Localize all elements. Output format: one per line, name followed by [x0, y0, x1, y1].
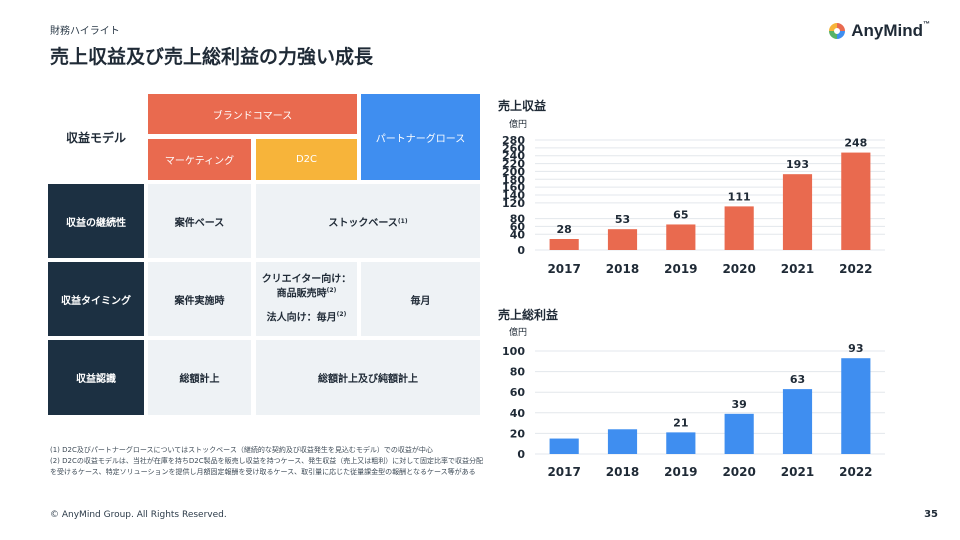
- row-label-continuity: 収益の継続性: [48, 184, 144, 258]
- bar-2018: [607, 429, 638, 454]
- x-tick-label: 2018: [606, 262, 639, 276]
- y-tick-label: 60: [510, 220, 526, 233]
- bar-2019: [666, 224, 696, 250]
- data-label: 248: [844, 137, 867, 150]
- bar-2022: [841, 358, 871, 454]
- company-logo: AnyMind™: [827, 21, 930, 41]
- x-tick-label: 2020: [722, 262, 755, 276]
- x-tick-label: 2020: [722, 465, 755, 479]
- anymind-logo-icon: [829, 23, 846, 39]
- x-tick-label: 2017: [547, 465, 580, 479]
- y-tick-label: 140: [502, 189, 525, 202]
- gross-profit-chart: 億円 0 20 40 60 80 100 2017 2018 21 2019 39 2020 63 2021…: [502, 326, 885, 479]
- page-number: 35: [924, 509, 938, 520]
- bar-2021: [782, 174, 813, 250]
- footnotes: (1) D2C及びパートナーグロースについてはストックベース（継続的な契約及び収…: [50, 445, 490, 478]
- y-tick-label: 280: [502, 134, 525, 147]
- bar-2022: [841, 152, 871, 250]
- data-label: 93: [848, 342, 863, 355]
- y-tick-label: 0: [517, 244, 525, 257]
- y-axis-unit: 億円: [509, 326, 527, 338]
- bar-2020: [724, 413, 754, 454]
- footnote-2: (2) D2Cの収益モデルは、当社が在庫を持ちD2C製品を販売し収益を持つケース…: [50, 456, 484, 476]
- y-tick-label: 80: [510, 366, 526, 379]
- timing-d2c: クリエイター向け： 商品販売時(2) 法人向け：毎月(2): [256, 262, 357, 336]
- y-tick-label: 20: [510, 427, 526, 440]
- y-axis-unit: 億円: [509, 118, 527, 130]
- data-label: 193: [786, 158, 809, 171]
- gross-profit-chart-title: 売上総利益: [498, 308, 559, 322]
- timing-partner: 毎月: [361, 262, 480, 336]
- y-tick-label: 40: [510, 407, 526, 420]
- page-title: 売上収益及び売上総利益の力強い成長: [50, 46, 374, 68]
- model-row-header: 収益モデル: [65, 130, 126, 145]
- logo-text: AnyMind™: [851, 21, 930, 40]
- bar-2017: [549, 239, 579, 250]
- section-subtitle: 財務ハイライト: [50, 26, 120, 37]
- bar-2020: [724, 206, 754, 250]
- x-tick-label: 2022: [839, 262, 872, 276]
- footnote-1: (1) D2C及びパートナーグロースについてはストックベース（継続的な契約及び収…: [50, 446, 433, 454]
- y-tick-label: 200: [502, 165, 525, 178]
- bar-2019: [666, 432, 696, 454]
- y-tick-label: 160: [502, 181, 525, 194]
- bar-2017: [549, 438, 579, 454]
- continuity-stock: ストックベース (1): [256, 184, 480, 258]
- row-label-recognition: 収益認識: [48, 340, 144, 415]
- x-tick-label: 2022: [839, 465, 872, 479]
- y-tick-label: 240: [502, 150, 525, 163]
- x-tick-label: 2017: [547, 262, 580, 276]
- y-tick-label: 260: [502, 142, 525, 155]
- brand-commerce-header: ブランドコマース: [148, 94, 357, 134]
- y-tick-label: 220: [502, 158, 525, 171]
- y-tick-label: 180: [502, 173, 525, 186]
- data-label: 63: [790, 373, 805, 386]
- continuity-marketing: 案件ベース: [148, 184, 251, 258]
- y-tick-label: 60: [510, 386, 526, 399]
- marketing-header: マーケティング: [148, 139, 251, 180]
- x-tick-label: 2021: [781, 262, 814, 276]
- data-label: 21: [673, 416, 688, 429]
- bar-2018: [607, 229, 638, 250]
- x-tick-label: 2019: [664, 465, 697, 479]
- x-tick-label: 2019: [664, 262, 697, 276]
- data-label: 28: [557, 223, 572, 236]
- copyright: © AnyMind Group. All Rights Reserved.: [50, 510, 227, 520]
- bar-2021: [782, 389, 813, 454]
- recognition-marketing: 総額計上: [148, 340, 251, 415]
- y-tick-label: 40: [510, 228, 526, 241]
- x-tick-label: 2021: [781, 465, 814, 479]
- data-label: 53: [615, 213, 630, 226]
- y-tick-label: 120: [502, 197, 525, 210]
- d2c-header: D2C: [256, 139, 357, 180]
- data-label: 111: [728, 190, 751, 203]
- row-label-timing: 収益タイミング: [48, 262, 144, 336]
- data-label: 39: [732, 398, 747, 411]
- partner-growth-header: パートナーグロース: [361, 94, 480, 180]
- timing-marketing: 案件実施時: [148, 262, 251, 336]
- y-tick-label: 0: [517, 448, 525, 461]
- recognition-other: 総額計上及び純額計上: [256, 340, 480, 415]
- x-tick-label: 2018: [606, 465, 639, 479]
- data-label: 65: [673, 208, 688, 221]
- y-tick-label: 100: [502, 345, 525, 358]
- y-tick-label: 80: [510, 213, 526, 226]
- revenue-chart-title: 売上収益: [498, 99, 547, 113]
